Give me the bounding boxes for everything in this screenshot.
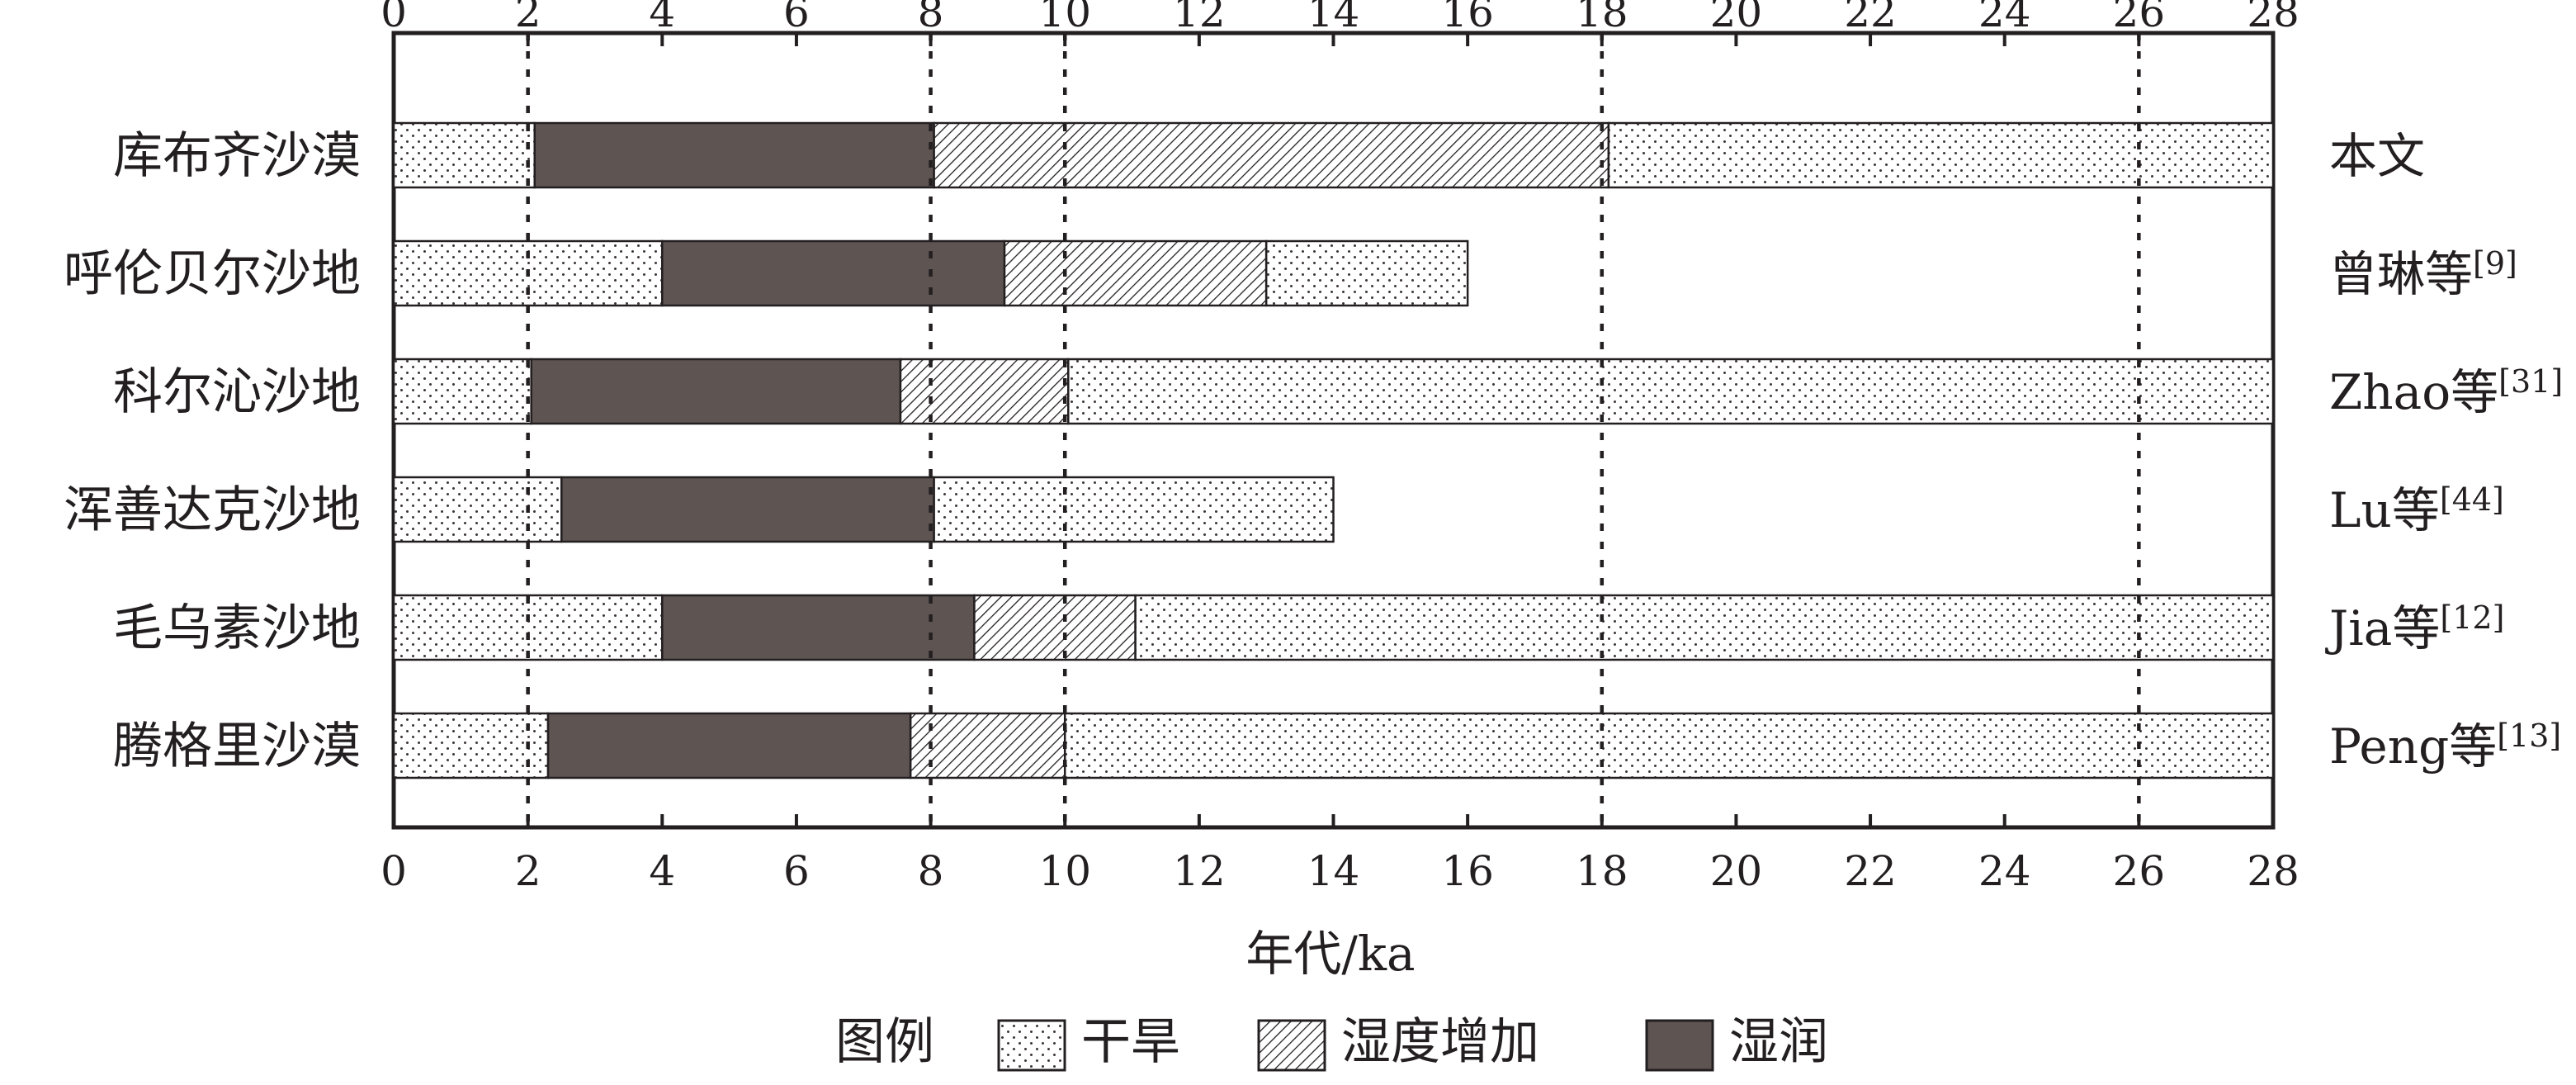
site-label: 毛乌素沙地 <box>113 599 361 657</box>
bottom-tick-label: 20 <box>1710 847 1763 895</box>
bar-segment-dry <box>1063 712 2275 779</box>
site-label: 呼伦贝尔沙地 <box>64 245 361 303</box>
bar-segment-dry <box>392 712 550 779</box>
source-label: Jia等[12] <box>2325 599 2504 656</box>
bottom-tick-label: 28 <box>2247 847 2299 895</box>
bottom-tick-label: 24 <box>1978 847 2031 895</box>
bottom-tick-label: 4 <box>649 847 675 895</box>
top-tick-label: 18 <box>1576 0 1628 36</box>
bar-segment-increasing <box>909 712 1066 779</box>
reference-lines <box>526 33 2141 827</box>
bottom-tick-label: 6 <box>783 847 810 895</box>
bar-segment-dry <box>392 358 532 425</box>
bottom-tick-label: 12 <box>1173 847 1226 895</box>
top-axis-tick-labels: 0 2 4 6 8 10 12 14 16 18 20 22 24 26 28 <box>380 0 2299 36</box>
bar-segment-dry <box>392 594 664 661</box>
bar-row <box>392 121 2275 189</box>
top-tick-label: 10 <box>1038 0 1091 36</box>
bar-segment-dry <box>1067 358 2275 425</box>
bottom-axis-tick-labels: 0 2 4 6 8 10 12 14 16 18 20 22 24 26 28 <box>380 847 2299 895</box>
legend-label-increasing: 湿度增加 <box>1341 1013 1539 1071</box>
legend-label-dry: 干旱 <box>1081 1013 1180 1071</box>
bottom-tick-label: 14 <box>1307 847 1360 895</box>
bottom-tick-label: 8 <box>918 847 944 895</box>
bottom-tick-label: 0 <box>380 847 407 895</box>
bottom-tick-label: 2 <box>515 847 541 895</box>
site-label: 库布齐沙漠 <box>113 127 361 185</box>
bar-segment-dry <box>1607 121 2275 189</box>
bar-row <box>392 476 1335 543</box>
top-tick-label: 2 <box>515 0 541 36</box>
legend-swatch-dry <box>997 1019 1066 1072</box>
bar-row <box>392 712 2275 779</box>
source-label: Peng等[13] <box>2329 718 2561 775</box>
bar-segment-dry <box>1134 594 2275 661</box>
top-tick-label: 4 <box>649 0 675 36</box>
site-label: 腾格里沙漠 <box>113 718 361 775</box>
bar-row <box>392 239 1469 307</box>
bar-segment-dry <box>933 476 1335 543</box>
bottom-tick-label: 22 <box>1844 847 1897 895</box>
bar-segment-increasing <box>899 358 1070 425</box>
top-tick-label: 28 <box>2247 0 2299 36</box>
bottom-tick-label: 16 <box>1441 847 1494 895</box>
legend-swatch-humid <box>1645 1019 1714 1072</box>
bar-segment-humid <box>661 239 1006 307</box>
x-axis-label: 年代/ka <box>1245 926 1415 982</box>
bar-segment-increasing <box>1003 239 1268 307</box>
top-tick-label: 14 <box>1307 0 1360 36</box>
top-tick-label: 8 <box>918 0 944 36</box>
legend-swatch-increasing <box>1257 1019 1326 1072</box>
top-tick-label: 22 <box>1844 0 1897 36</box>
bar-segment-dry <box>392 121 536 189</box>
bottom-tick-label: 26 <box>2113 847 2166 895</box>
source-label: Zhao等[31] <box>2329 363 2563 420</box>
top-tick-label: 24 <box>1978 0 2031 36</box>
legend: 图例 干旱 湿度增加 湿润 <box>835 1013 1828 1072</box>
legend-label-humid: 湿润 <box>1729 1013 1828 1071</box>
bar-segment-humid <box>560 476 935 543</box>
bar-segment-increasing <box>973 594 1137 661</box>
bar-segment-humid <box>661 594 976 661</box>
bar-segment-increasing <box>933 121 1610 189</box>
source-label: 曾琳等[9] <box>2329 245 2517 302</box>
source-label: 本文 <box>2329 128 2425 184</box>
source-label: Lu等[44] <box>2329 481 2504 538</box>
bar-segment-dry <box>392 476 563 543</box>
legend-title: 图例 <box>835 1013 934 1071</box>
bar-segment-humid <box>533 121 935 189</box>
bar-row <box>392 594 2275 661</box>
bar-row <box>392 358 2275 425</box>
top-tick-label: 6 <box>783 0 810 36</box>
site-label: 浑善达克沙地 <box>64 481 361 539</box>
bar-segment-dry <box>1264 239 1469 307</box>
top-tick-label: 20 <box>1710 0 1763 36</box>
timeline-bars <box>392 121 2275 779</box>
bottom-tick-label: 10 <box>1038 847 1091 895</box>
bottom-tick-label: 18 <box>1576 847 1628 895</box>
top-tick-label: 26 <box>2113 0 2166 36</box>
top-tick-label: 12 <box>1173 0 1226 36</box>
bar-segment-humid <box>546 712 912 779</box>
bar-segment-humid <box>530 358 902 425</box>
top-tick-label: 0 <box>380 0 407 36</box>
top-tick-label: 16 <box>1441 0 1494 36</box>
site-label: 科尔沁沙地 <box>113 363 361 421</box>
